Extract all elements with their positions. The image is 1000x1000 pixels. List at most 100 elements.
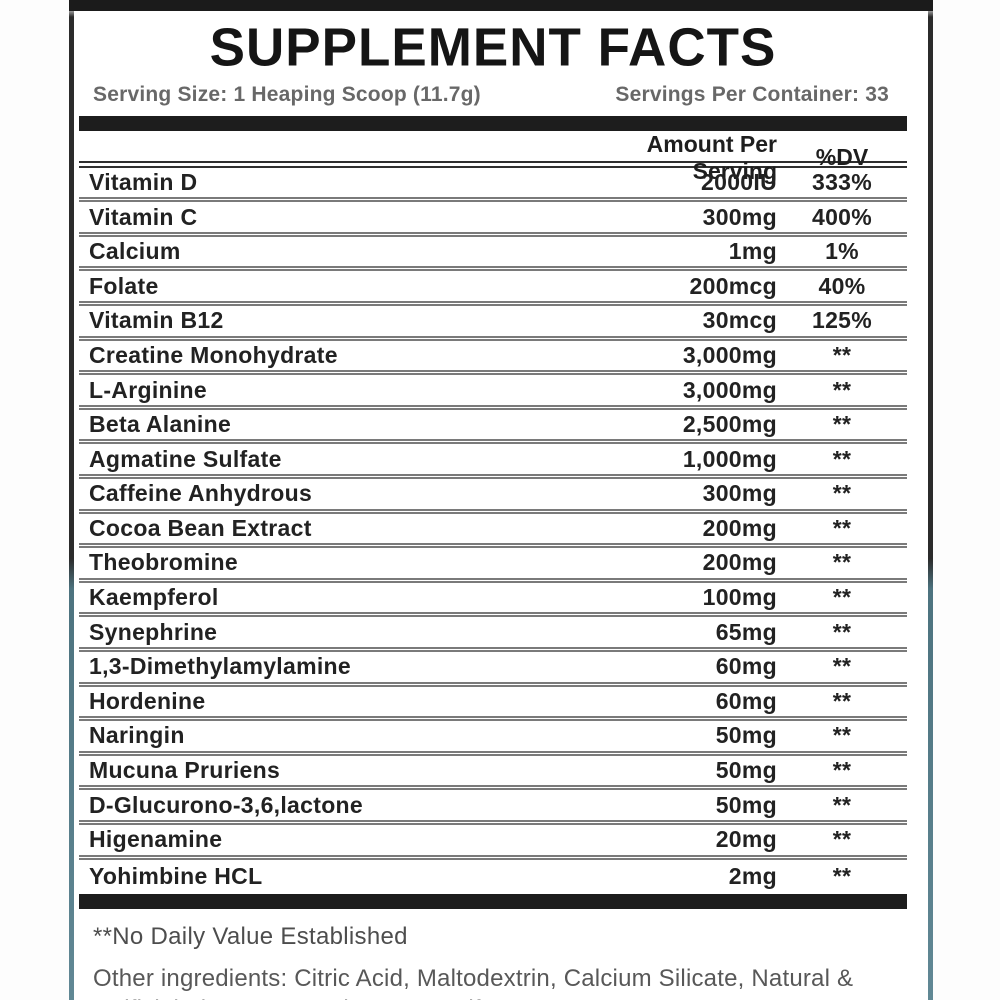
row-amount: 200mcg: [689, 272, 777, 299]
facts-rows: Vitamin D 2000IU 333% Vitamin C 300mg 400% Cal…: [79, 168, 907, 894]
label-left-border: [69, 11, 74, 1000]
row-daily-value: **: [832, 376, 852, 403]
row-amount: 2000IU: [701, 168, 777, 195]
label-body: SUPPLEMENT FACTS Serving Size: 1 Heaping…: [69, 11, 933, 1000]
table-row: Higenamine 20mg **: [79, 825, 907, 860]
row-ingredient-name: Cocoa Bean Extract: [89, 514, 312, 541]
row-daily-value: **: [832, 826, 852, 853]
row-daily-value: 1%: [825, 238, 859, 265]
table-row: Naringin 50mg **: [79, 721, 907, 756]
label-top-border: [69, 0, 933, 11]
row-ingredient-name: Folate: [89, 272, 159, 299]
row-daily-value: **: [832, 618, 852, 645]
row-daily-value: 125%: [811, 307, 873, 334]
column-header-amount: Amount Per Serving: [646, 130, 777, 184]
table-row: Theobromine 200mg **: [79, 548, 907, 583]
row-daily-value: **: [832, 687, 852, 714]
row-daily-value: **: [832, 791, 852, 818]
row-daily-value: **: [832, 653, 852, 680]
row-ingredient-name: Mucuna Pruriens: [89, 757, 281, 784]
column-header-dv: %DV: [815, 144, 869, 171]
row-daily-value: **: [832, 480, 852, 507]
row-ingredient-name: Caffeine Anhydrous: [89, 480, 313, 507]
row-daily-value: 400%: [811, 203, 873, 230]
table-row: 1,3-Dimethylamylamine 60mg **: [79, 652, 907, 687]
row-amount: 100mg: [702, 584, 777, 611]
row-daily-value: **: [832, 722, 852, 749]
row-amount: 65mg: [715, 618, 777, 645]
row-daily-value: 40%: [818, 272, 866, 299]
supplement-facts-label: SUPPLEMENT FACTS Serving Size: 1 Heaping…: [69, 0, 933, 1000]
row-ingredient-name: Vitamin B12: [89, 307, 224, 334]
table-row: Agmatine Sulfate 1,000mg **: [79, 444, 907, 479]
row-ingredient-name: 1,3-Dimethylamylamine: [89, 653, 351, 680]
table-row: Caffeine Anhydrous 300mg **: [79, 479, 907, 514]
label-right-border: [928, 11, 933, 1000]
table-row: Hordenine 60mg **: [79, 687, 907, 722]
row-amount: 300mg: [702, 480, 777, 507]
row-amount: 200mg: [702, 549, 777, 576]
row-amount: 30mcg: [702, 307, 777, 334]
table-row: Synephrine 65mg **: [79, 617, 907, 652]
table-row: Cocoa Bean Extract 200mg **: [79, 514, 907, 549]
row-ingredient-name: Calcium: [89, 238, 181, 265]
table-row: Yohimbine HCL 2mg **: [79, 860, 907, 895]
row-amount: 3,000mg: [682, 376, 777, 403]
row-amount: 50mg: [715, 757, 777, 784]
row-ingredient-name: Vitamin C: [89, 203, 198, 230]
row-amount: 50mg: [715, 791, 777, 818]
row-daily-value: **: [832, 445, 852, 472]
table-row: Calcium 1mg 1%: [79, 237, 907, 272]
row-amount: 3,000mg: [682, 341, 777, 368]
row-ingredient-name: Creatine Monohydrate: [89, 341, 338, 368]
row-ingredient-name: Synephrine: [89, 618, 218, 645]
facts-table: Amount Per Serving %DV Vitamin D 2000IU 33…: [79, 131, 907, 894]
row-amount: 60mg: [715, 687, 777, 714]
divider-bar-top: [79, 115, 907, 131]
row-amount: 1mg: [728, 238, 777, 265]
row-daily-value: **: [832, 514, 852, 541]
table-row: Vitamin B12 30mcg 125%: [79, 306, 907, 341]
row-daily-value: 333%: [811, 168, 873, 195]
row-amount: 1,000mg: [682, 445, 777, 472]
row-daily-value: **: [832, 863, 852, 890]
table-row: Creatine Monohydrate 3,000mg **: [79, 341, 907, 376]
table-row: Mucuna Pruriens 50mg **: [79, 756, 907, 791]
row-amount: 20mg: [715, 826, 777, 853]
row-ingredient-name: Agmatine Sulfate: [89, 445, 282, 472]
row-ingredient-name: Hordenine: [89, 687, 206, 714]
row-ingredient-name: L-Arginine: [89, 376, 207, 403]
row-daily-value: **: [832, 341, 852, 368]
row-ingredient-name: Higenamine: [89, 826, 223, 853]
row-ingredient-name: D-Glucurono-3,6,lactone: [89, 791, 363, 818]
row-amount: 2mg: [728, 863, 777, 890]
row-daily-value: **: [832, 584, 852, 611]
label-title: SUPPLEMENT FACTS: [209, 17, 777, 78]
divider-bar-bottom: [79, 894, 907, 910]
row-amount: 50mg: [715, 722, 777, 749]
table-row: D-Glucurono-3,6,lactone 50mg **: [79, 790, 907, 825]
row-ingredient-name: Yohimbine HCL: [89, 863, 263, 890]
row-amount: 300mg: [702, 203, 777, 230]
serving-info: Serving Size: 1 Heaping Scoop (11.7g) Se…: [79, 76, 907, 116]
row-daily-value: **: [832, 757, 852, 784]
other-ingredients: Other ingredients: Citric Acid, Maltodex…: [93, 965, 854, 1000]
table-row: Vitamin C 300mg 400%: [79, 202, 907, 237]
row-amount: 2,500mg: [682, 411, 777, 438]
row-daily-value: **: [832, 411, 852, 438]
table-row: Beta Alanine 2,500mg **: [79, 410, 907, 445]
row-amount: 60mg: [715, 653, 777, 680]
serving-size-text: Serving Size: 1 Heaping Scoop (11.7g): [93, 82, 481, 106]
row-ingredient-name: Naringin: [89, 722, 185, 749]
footnote: **No Daily Value Established: [93, 923, 408, 951]
table-row: Folate 200mcg 40%: [79, 271, 907, 307]
row-ingredient-name: Beta Alanine: [89, 411, 232, 438]
table-row: L-Arginine 3,000mg **: [79, 375, 907, 410]
table-header-row: Amount Per Serving %DV: [79, 131, 907, 184]
table-row: Kaempferol 100mg **: [79, 583, 907, 618]
servings-per-container-text: Servings Per Container: 33: [615, 82, 889, 106]
row-ingredient-name: Kaempferol: [89, 584, 219, 611]
row-amount: 200mg: [702, 514, 777, 541]
row-ingredient-name: Theobromine: [89, 549, 238, 576]
